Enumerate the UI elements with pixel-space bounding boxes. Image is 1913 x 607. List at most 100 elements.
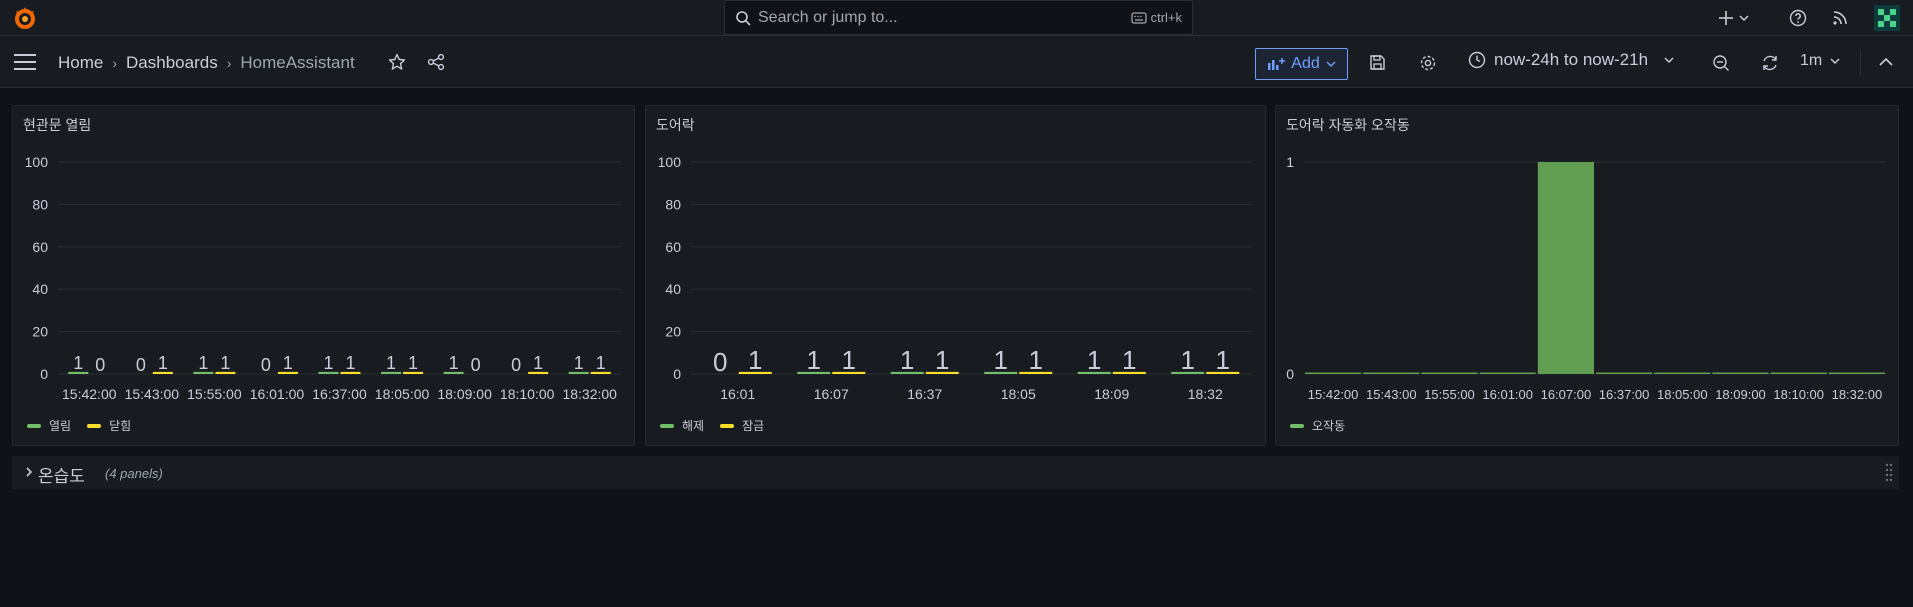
x-tick-label: 16:01 <box>720 386 755 402</box>
star-icon[interactable] <box>388 53 406 71</box>
data-label: 1 <box>574 353 584 373</box>
time-range-picker[interactable]: now-24h to now-21h <box>1468 50 1674 70</box>
bar <box>568 371 589 374</box>
breadcrumb-home[interactable]: Home <box>58 53 104 72</box>
bar <box>403 371 424 374</box>
bar <box>890 371 924 374</box>
plus-icon <box>1719 11 1733 25</box>
new-menu-button[interactable] <box>1718 6 1750 30</box>
chevron-right-icon[interactable] <box>24 465 34 479</box>
bar <box>984 371 1018 374</box>
x-tick-label: 15:42:00 <box>1308 387 1359 402</box>
chevron-down-icon <box>1830 58 1840 65</box>
divider <box>1860 50 1861 76</box>
grafana-logo-icon[interactable] <box>12 5 38 31</box>
bar <box>318 371 339 374</box>
row-title[interactable]: 온습도 <box>38 467 85 486</box>
data-label: 0 <box>136 355 146 375</box>
y-tick-label: 80 <box>32 196 48 212</box>
x-tick-label: 16:37:00 <box>1599 387 1650 402</box>
bar <box>832 371 866 374</box>
x-tick-label: 18:05 <box>1001 386 1036 402</box>
data-label: 1 <box>935 345 949 375</box>
bar <box>1537 162 1594 374</box>
data-label: 1 <box>596 353 606 373</box>
panel-lock-automation-malfunction[interactable]: 도어락 자동화 오작동 0 1 15:42:00 15:43:00 15:55:00 16… <box>1275 105 1899 446</box>
bar <box>590 371 611 374</box>
bar <box>1421 372 1478 374</box>
panel-title: 도어락 자동화 오작동 <box>1286 117 1410 133</box>
help-icon <box>1789 9 1807 27</box>
chevron-right-icon: › <box>226 55 232 71</box>
search-icon <box>736 11 751 26</box>
save-icon[interactable] <box>1369 54 1386 71</box>
bar <box>1019 371 1053 374</box>
menu-icon[interactable] <box>13 53 37 71</box>
bar-chart: 0 1 15:42:00 15:43:00 15:55:00 16:01:00 16:07:… <box>1286 154 1886 402</box>
add-button[interactable]: Add <box>1255 48 1348 80</box>
bar <box>215 371 236 374</box>
y-tick-label: 1 <box>1286 154 1294 170</box>
y-tick-label: 60 <box>665 239 681 255</box>
bar <box>1654 372 1711 374</box>
x-tick-label: 18:09 <box>1094 386 1129 402</box>
bar <box>528 371 549 374</box>
top-bar: Search or jump to... ctrl+k <box>0 0 1913 36</box>
bar <box>1770 372 1827 374</box>
data-label: 1 <box>158 353 168 373</box>
data-label: 0 <box>511 355 521 375</box>
legend-item[interactable]: 해제 <box>660 417 704 434</box>
breadcrumb: Home › Dashboards › HomeAssistant <box>58 53 355 73</box>
bar <box>1828 372 1885 374</box>
share-icon[interactable] <box>427 53 445 71</box>
data-label: 1 <box>283 353 293 373</box>
legend-item[interactable]: 오작동 <box>1290 417 1345 434</box>
collapsed-row-temp-humidity[interactable]: 온습도 (4 panels) <box>12 456 1899 489</box>
y-tick-label: 60 <box>32 239 48 255</box>
user-avatar[interactable] <box>1874 5 1900 31</box>
panel-title: 현관문 열림 <box>23 117 92 133</box>
drag-handle-icon[interactable] <box>1885 462 1893 484</box>
legend: 오작동 <box>1290 417 1345 434</box>
refresh-icon[interactable] <box>1761 54 1779 72</box>
news-button[interactable] <box>1832 6 1848 30</box>
gear-icon[interactable] <box>1419 54 1437 72</box>
chevron-up-icon[interactable] <box>1878 54 1894 70</box>
refresh-interval-picker[interactable]: 1m <box>1800 52 1840 70</box>
zoom-out-icon[interactable] <box>1712 54 1730 72</box>
x-tick-label: 15:43:00 <box>125 386 180 402</box>
bar <box>193 371 214 374</box>
panel-front-door[interactable]: 현관문 열림 0 20 40 60 80 100 15:42:00 1 0 15:43:00 0 1 1… <box>12 105 635 446</box>
search-bar[interactable]: Search or jump to... ctrl+k <box>724 0 1193 35</box>
dashboard-nav-bar: Home › Dashboards › HomeAssistant Add no… <box>0 36 1913 88</box>
data-label: 1 <box>533 353 543 373</box>
help-button[interactable] <box>1789 6 1807 30</box>
legend-item[interactable]: 열림 <box>27 417 71 434</box>
bar <box>1596 372 1653 374</box>
keyboard-icon <box>1130 11 1147 24</box>
chevron-down-icon <box>1739 15 1749 22</box>
bar <box>1206 371 1240 374</box>
y-tick-label: 0 <box>673 366 681 382</box>
search-shortcut: ctrl+k <box>1130 10 1182 25</box>
data-label: 0 <box>261 355 271 375</box>
data-label: 1 <box>1029 345 1043 375</box>
x-tick-label: 16:37:00 <box>312 386 367 402</box>
panel-title: 도어락 <box>656 117 695 133</box>
x-tick-label: 18:05:00 <box>1657 387 1708 402</box>
bar <box>925 371 959 374</box>
x-tick-label: 16:07:00 <box>1541 387 1592 402</box>
data-label: 1 <box>345 353 355 373</box>
panel-door-lock[interactable]: 도어락 0 20 40 60 80 100 16:01 0 1 16:07 1 1 16:37 1 1 18:… <box>645 105 1266 446</box>
legend-item[interactable]: 닫힘 <box>87 417 131 434</box>
x-tick-label: 16:37 <box>907 386 942 402</box>
legend-item[interactable]: 잠금 <box>720 417 764 434</box>
data-label: 1 <box>73 353 83 373</box>
breadcrumb-dashboards[interactable]: Dashboards <box>126 53 218 72</box>
x-tick-label: 18:10:00 <box>1773 387 1824 402</box>
data-label: 1 <box>220 353 230 373</box>
x-tick-label: 18:09:00 <box>437 386 492 402</box>
y-tick-label: 100 <box>658 154 682 170</box>
